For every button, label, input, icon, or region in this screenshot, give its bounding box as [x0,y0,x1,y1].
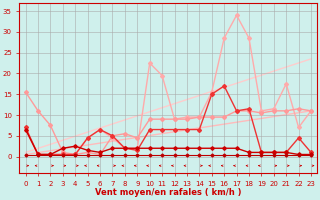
X-axis label: Vent moyen/en rafales ( km/h ): Vent moyen/en rafales ( km/h ) [95,188,242,197]
